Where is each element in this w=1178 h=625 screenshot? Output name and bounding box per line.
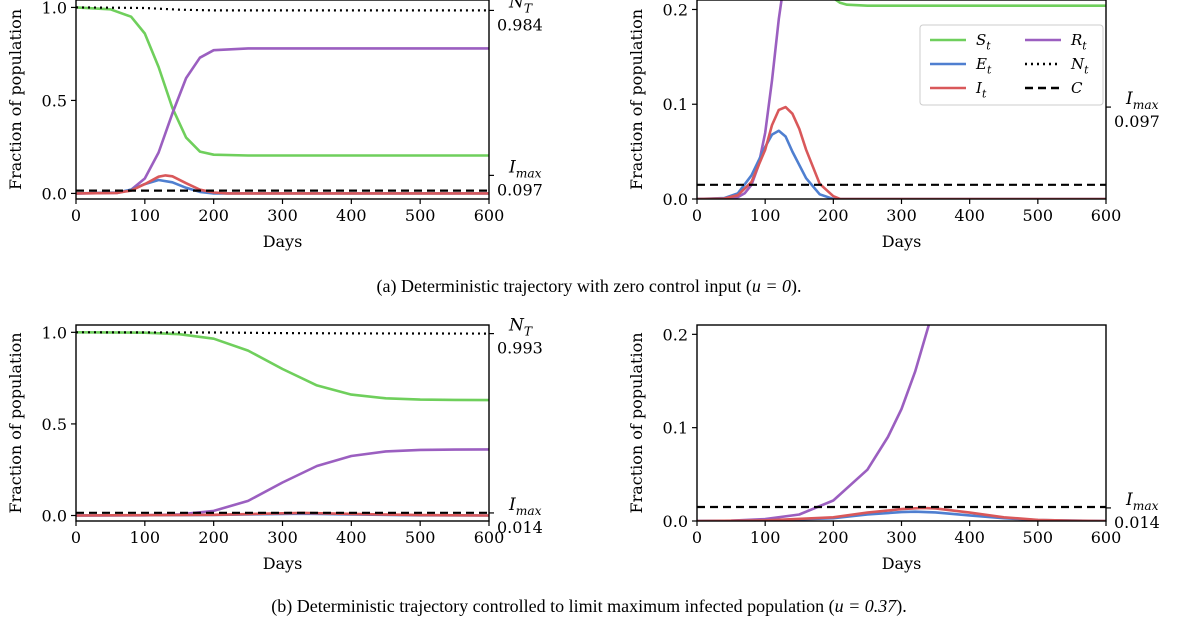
a-full-ytick-label-0.0: 0.0 xyxy=(42,184,67,203)
b-full-xtick-label-300: 300 xyxy=(267,528,298,547)
a-zoom-xtick-label-300: 300 xyxy=(886,206,917,225)
a-zoom-annot-label-imax: Imax xyxy=(1125,89,1159,112)
b-zoom-xtick-label-600: 600 xyxy=(1091,528,1122,547)
a-zoom-ytick-label-0.0: 0.0 xyxy=(663,190,688,209)
b-zoom-ytick-label-0.0: 0.0 xyxy=(663,512,688,531)
a-full-ytick-label-1.0: 1.0 xyxy=(42,0,67,17)
a-zoom-series-rt xyxy=(697,0,783,199)
a-zoom-xtick-label-400: 400 xyxy=(954,206,985,225)
a-full-annot-value-0.097: 0.097 xyxy=(497,180,543,199)
a-full-xtick-label-100: 100 xyxy=(130,206,161,225)
a-zoom-series-it xyxy=(697,105,1106,199)
b-full-xlabel: Days xyxy=(263,554,303,573)
b-full-ytick-label-0.5: 0.5 xyxy=(42,415,67,434)
caption-a-end: ). xyxy=(791,276,802,296)
b-zoom-annot-label-imax: Imax xyxy=(1125,490,1159,513)
b-full-xtick-label-0: 0 xyxy=(71,528,81,547)
a-zoom-xtick-label-0: 0 xyxy=(692,206,702,225)
b-full-xtick-label-600: 600 xyxy=(474,528,505,547)
a-zoom-series-st xyxy=(833,0,1106,7)
b-full-xtick-label-500: 500 xyxy=(405,528,436,547)
a-full-xtick-label-0: 0 xyxy=(71,206,81,225)
b-full-ylabel: Fraction of population xyxy=(6,332,25,513)
caption-a-text: (a) Deterministic trajectory with zero c… xyxy=(376,276,752,296)
a-zoom-xtick-label-500: 500 xyxy=(1023,206,1054,225)
b-zoom-xtick-label-100: 100 xyxy=(750,528,781,547)
b-full-annot-label-imax: Imax xyxy=(508,495,542,518)
a-zoom-annot-value-0.097: 0.097 xyxy=(1114,112,1160,131)
a-zoom-xtick-label-600: 600 xyxy=(1091,206,1122,225)
b-zoom-axes-frame xyxy=(696,324,1107,522)
caption-b-text: (b) Deterministic trajectory controlled … xyxy=(271,596,835,616)
a-zoom-ylabel: Fraction of population xyxy=(627,9,646,190)
b-full-axes-frame xyxy=(75,324,490,522)
b-zoom-annot-value-0.014: 0.014 xyxy=(1114,513,1160,532)
b-zoom-xtick-label-300: 300 xyxy=(886,528,917,547)
a-full-xtick-label-600: 600 xyxy=(474,206,505,225)
a-full-xtick-label-200: 200 xyxy=(198,206,229,225)
a-full-series-nt xyxy=(76,6,489,12)
a-full-ytick-label-0.5: 0.5 xyxy=(42,91,67,110)
b-full-xtick-label-200: 200 xyxy=(198,528,229,547)
a-zoom-xtick-label-200: 200 xyxy=(818,206,849,225)
a-full-series-st xyxy=(76,6,489,157)
a-full-xtick-label-500: 500 xyxy=(405,206,436,225)
a-full-ylabel: Fraction of population xyxy=(6,9,25,190)
a-zoom-legend-label-c: C xyxy=(1071,79,1083,97)
caption-a: (a) Deterministic trajectory with zero c… xyxy=(0,276,1178,297)
b-zoom-ytick-label-0.1: 0.1 xyxy=(663,419,688,438)
b-full-xtick-label-100: 100 xyxy=(130,528,161,547)
a-zoom-legend-box xyxy=(919,24,1104,106)
caption-b-math: u = 0.37 xyxy=(834,596,897,616)
b-full-series-st xyxy=(76,330,489,402)
b-zoom-xtick-label-400: 400 xyxy=(954,528,985,547)
a-full-axes-frame xyxy=(75,0,490,200)
a-zoom-legend-label-st: St xyxy=(976,31,991,53)
a-zoom-xtick-label-100: 100 xyxy=(750,206,781,225)
a-full-annot-label-imax: Imax xyxy=(508,157,542,180)
b-zoom-series-it xyxy=(697,506,1106,521)
b-zoom-xtick-label-500: 500 xyxy=(1023,528,1054,547)
b-zoom-xlabel: Days xyxy=(882,554,922,573)
b-full-annot-value-0.993: 0.993 xyxy=(497,339,543,358)
caption-a-math: u = 0 xyxy=(751,276,792,296)
b-full-series-nt xyxy=(76,331,489,335)
a-zoom-legend-label-it: It xyxy=(975,79,987,101)
a-full-xtick-label-400: 400 xyxy=(336,206,367,225)
a-full-annot-value-0.984: 0.984 xyxy=(497,15,543,34)
a-full-xtick-label-300: 300 xyxy=(267,206,298,225)
b-full-annot-value-0.014: 0.014 xyxy=(497,518,543,537)
caption-b: (b) Deterministic trajectory controlled … xyxy=(0,596,1178,617)
b-full-annot-label-nt: NT xyxy=(508,316,533,339)
a-zoom-series-et xyxy=(697,129,1106,199)
a-zoom-legend-label-rt: Rt xyxy=(1070,31,1087,53)
b-zoom-ylabel: Fraction of population xyxy=(627,332,646,513)
b-zoom-xtick-label-200: 200 xyxy=(818,528,849,547)
b-full-ytick-label-0.0: 0.0 xyxy=(42,507,67,526)
a-full-annot-label-nt: NT xyxy=(508,0,533,16)
a-zoom-ytick-label-0.2: 0.2 xyxy=(663,0,688,19)
a-zoom-legend-label-et: Et xyxy=(975,55,992,77)
b-zoom-series-rt xyxy=(697,325,931,521)
b-zoom-xtick-label-0: 0 xyxy=(692,528,702,547)
a-zoom-xlabel: Days xyxy=(882,232,922,251)
b-zoom-ytick-label-0.2: 0.2 xyxy=(663,325,688,344)
a-zoom-legend-label-nt: Nt xyxy=(1070,55,1089,77)
b-full-series-rt xyxy=(76,448,489,517)
b-full-ytick-label-1.0: 1.0 xyxy=(42,323,67,342)
a-full-xlabel: Days xyxy=(263,232,303,251)
caption-b-end: ). xyxy=(896,596,907,616)
a-full-series-rt xyxy=(76,47,489,195)
a-zoom-ytick-label-0.1: 0.1 xyxy=(663,95,688,114)
b-full-xtick-label-400: 400 xyxy=(336,528,367,547)
